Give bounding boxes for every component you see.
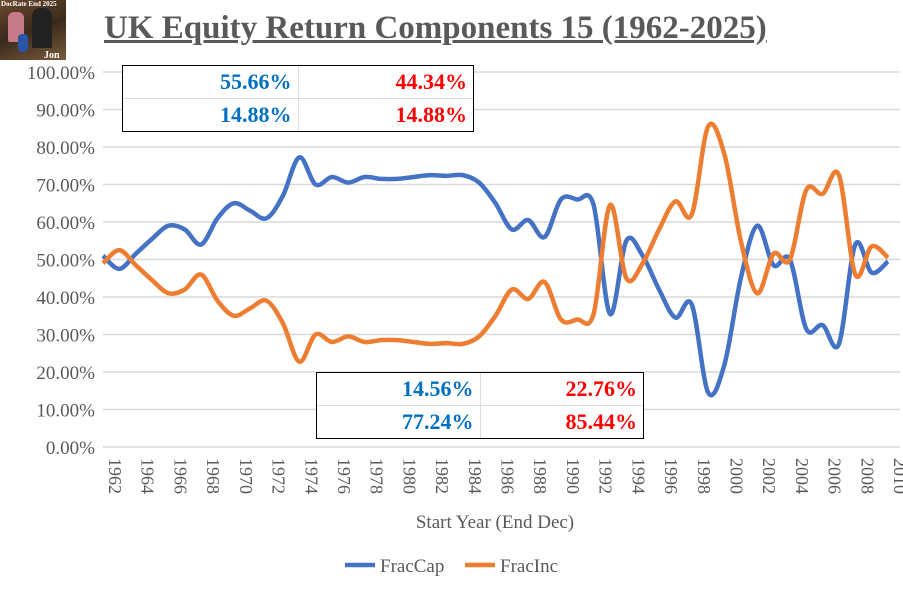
x-tick-label: 1990 — [563, 458, 583, 494]
y-tick-label: 100.00% — [27, 63, 95, 84]
x-tick-label: 1984 — [465, 458, 485, 494]
y-tick-label: 90.00% — [36, 101, 95, 122]
table-row: 14.56% 22.76% — [317, 373, 643, 405]
legend-label: FracCap — [380, 556, 444, 577]
x-tick-label: 1970 — [236, 458, 256, 494]
table-cell: 14.88% — [220, 102, 292, 127]
table-row: 77.24% 85.44% — [317, 405, 643, 438]
y-tick-label: 10.00% — [36, 401, 95, 422]
x-axis-label: Start Year (End Dec) — [416, 512, 574, 533]
y-tick-label: 30.00% — [36, 326, 95, 347]
y-tick-label: 40.00% — [36, 288, 95, 309]
table-cell: 55.66% — [220, 69, 292, 94]
x-tick-label: 1988 — [530, 458, 550, 494]
y-tick-label: 0.00% — [46, 438, 95, 459]
x-tick-label: 1996 — [661, 458, 681, 494]
table-cell: 14.56% — [402, 376, 474, 401]
x-tick-label: 1986 — [498, 458, 518, 494]
table-row: 14.88% 14.88% — [123, 98, 473, 131]
summary-table-bottom: 14.56% 22.76% 77.24% 85.44% — [316, 372, 644, 439]
chart-title: UK Equity Return Components 15 (1962-202… — [104, 10, 767, 46]
logo-caption: DocRate End 2025 — [1, 0, 57, 8]
logo-image: DocRate End 2025 Jon — [0, 0, 66, 60]
table-cell: 77.24% — [402, 409, 474, 434]
x-tick-label: 2010 — [890, 458, 903, 494]
x-tick-label: 2002 — [759, 458, 779, 494]
x-tick-label: 2000 — [726, 458, 746, 494]
x-tick-label: 1978 — [367, 458, 387, 494]
table-cell: 44.34% — [297, 66, 474, 98]
x-tick-label: 1964 — [138, 458, 158, 494]
logo-signature: Jon — [44, 50, 60, 60]
x-tick-label: 2006 — [825, 458, 845, 494]
y-tick-label: 70.00% — [36, 176, 95, 197]
x-tick-label: 2004 — [792, 458, 812, 494]
series-line-fraccap — [101, 155, 890, 398]
table-cell: 14.88% — [297, 99, 474, 131]
y-tick-label: 50.00% — [36, 251, 95, 272]
table-cell: 22.76% — [479, 373, 644, 405]
y-tick-label: 20.00% — [36, 363, 95, 384]
x-tick-label: 2008 — [857, 458, 877, 494]
summary-table-top: 55.66% 44.34% 14.88% 14.88% — [122, 65, 474, 132]
table-row: 55.66% 44.34% — [123, 66, 473, 98]
legend-label: FracInc — [500, 556, 558, 577]
x-tick-label: 1962 — [105, 458, 125, 494]
x-tick-label: 1992 — [596, 458, 616, 494]
table-cell: 85.44% — [479, 406, 644, 438]
x-tick-label: 1968 — [203, 458, 223, 494]
x-tick-label: 1966 — [170, 458, 190, 494]
x-tick-label: 1974 — [301, 458, 321, 494]
x-tick-label: 1998 — [694, 458, 714, 494]
x-tick-label: 1994 — [628, 458, 648, 494]
x-tick-label: 1980 — [399, 458, 419, 494]
series-line-fracinc — [101, 121, 890, 364]
x-tick-label: 1972 — [269, 458, 289, 494]
x-tick-label: 1982 — [432, 458, 452, 494]
x-tick-label: 1976 — [334, 458, 354, 494]
y-tick-label: 60.00% — [36, 213, 95, 234]
y-tick-label: 80.00% — [36, 138, 95, 159]
